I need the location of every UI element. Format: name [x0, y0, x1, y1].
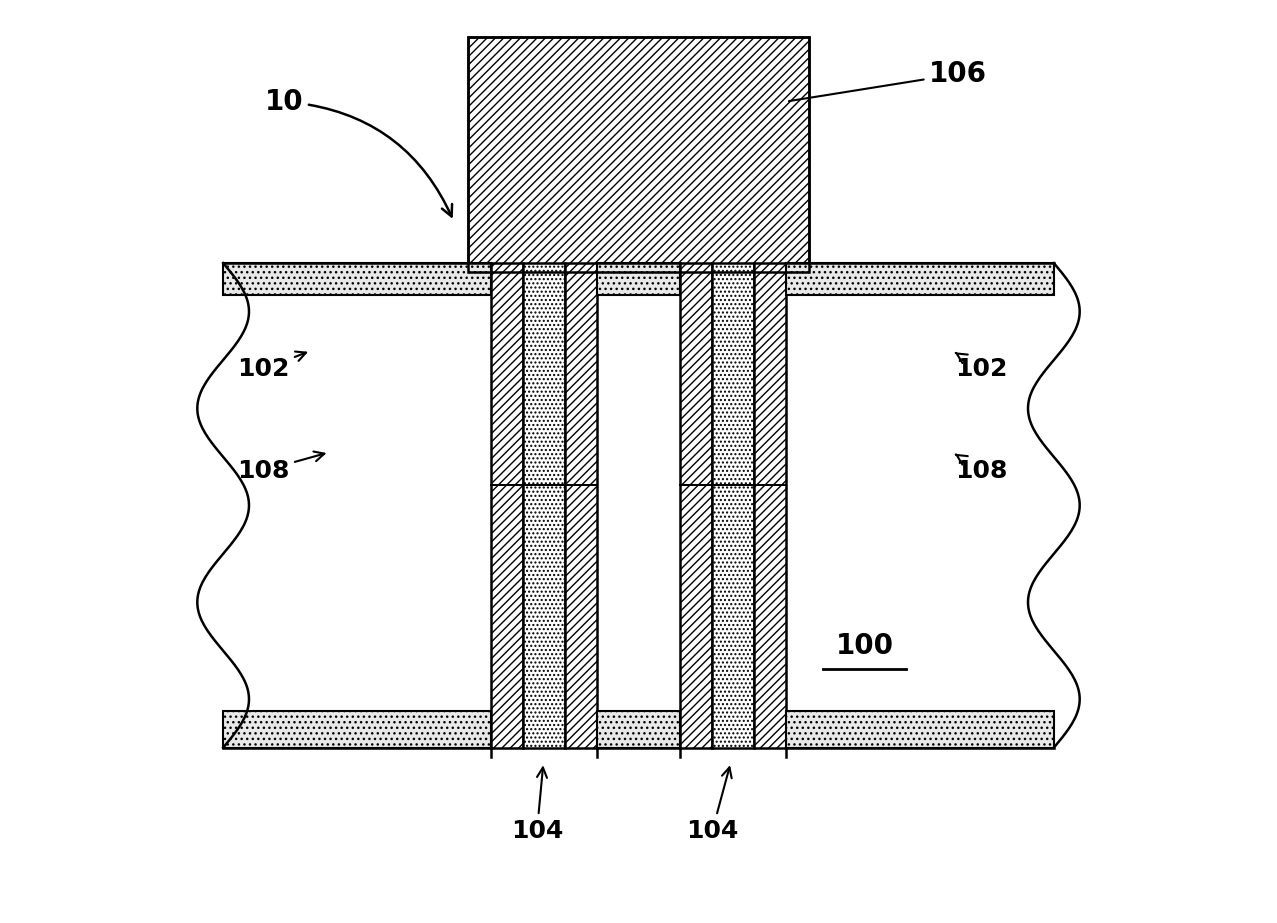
Polygon shape — [753, 263, 787, 748]
Text: 106: 106 — [789, 60, 987, 102]
Text: 108: 108 — [955, 454, 1008, 483]
Polygon shape — [223, 263, 490, 295]
Polygon shape — [596, 711, 681, 748]
Polygon shape — [787, 711, 1054, 748]
Text: 104: 104 — [686, 767, 738, 843]
Text: 102: 102 — [238, 352, 306, 381]
Text: 102: 102 — [955, 353, 1008, 381]
Polygon shape — [564, 263, 596, 748]
Polygon shape — [713, 263, 753, 748]
Polygon shape — [524, 263, 564, 748]
Text: 108: 108 — [238, 451, 324, 483]
Polygon shape — [223, 711, 490, 748]
Text: 104: 104 — [511, 768, 563, 843]
Polygon shape — [198, 263, 1079, 748]
Polygon shape — [681, 263, 713, 748]
Text: 100: 100 — [835, 632, 894, 660]
Text: 10: 10 — [264, 88, 452, 216]
Polygon shape — [467, 37, 810, 272]
Polygon shape — [787, 263, 1054, 295]
Polygon shape — [596, 263, 681, 295]
Polygon shape — [490, 263, 524, 748]
